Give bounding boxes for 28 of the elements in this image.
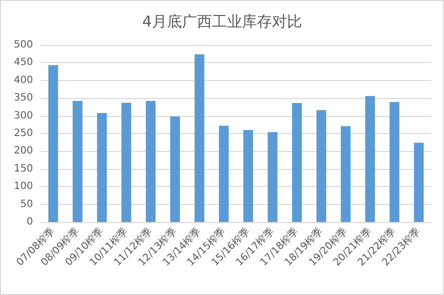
- bar: [146, 100, 156, 222]
- bar: [243, 130, 254, 222]
- bar: [316, 110, 326, 222]
- y-tick-label: 400: [14, 74, 33, 86]
- y-tick-label: 0: [26, 216, 33, 228]
- bar: [48, 65, 58, 222]
- y-tick-label: 300: [14, 110, 33, 122]
- bar: [97, 112, 107, 222]
- y-tick-label: 250: [14, 128, 33, 139]
- bar: [390, 102, 400, 222]
- y-tick-label: 450: [14, 57, 33, 68]
- y-tick-label: 150: [14, 163, 33, 174]
- bar: [194, 54, 204, 222]
- bar: [340, 126, 351, 222]
- bar: [292, 103, 302, 222]
- y-tick-label: 350: [14, 92, 33, 104]
- y-tick-label: 200: [14, 146, 33, 157]
- bar: [170, 116, 180, 222]
- bar: [414, 142, 424, 222]
- bar: [218, 126, 229, 222]
- bar: [268, 132, 278, 222]
- y-tick-label: 50: [20, 198, 33, 210]
- bar: [121, 102, 132, 222]
- bar: [365, 96, 375, 222]
- chart-title: 4月底广西工业库存对比: [142, 12, 302, 30]
- y-tick-label: 100: [14, 181, 33, 192]
- y-tick-label: 500: [14, 40, 33, 50]
- bar: [72, 100, 82, 222]
